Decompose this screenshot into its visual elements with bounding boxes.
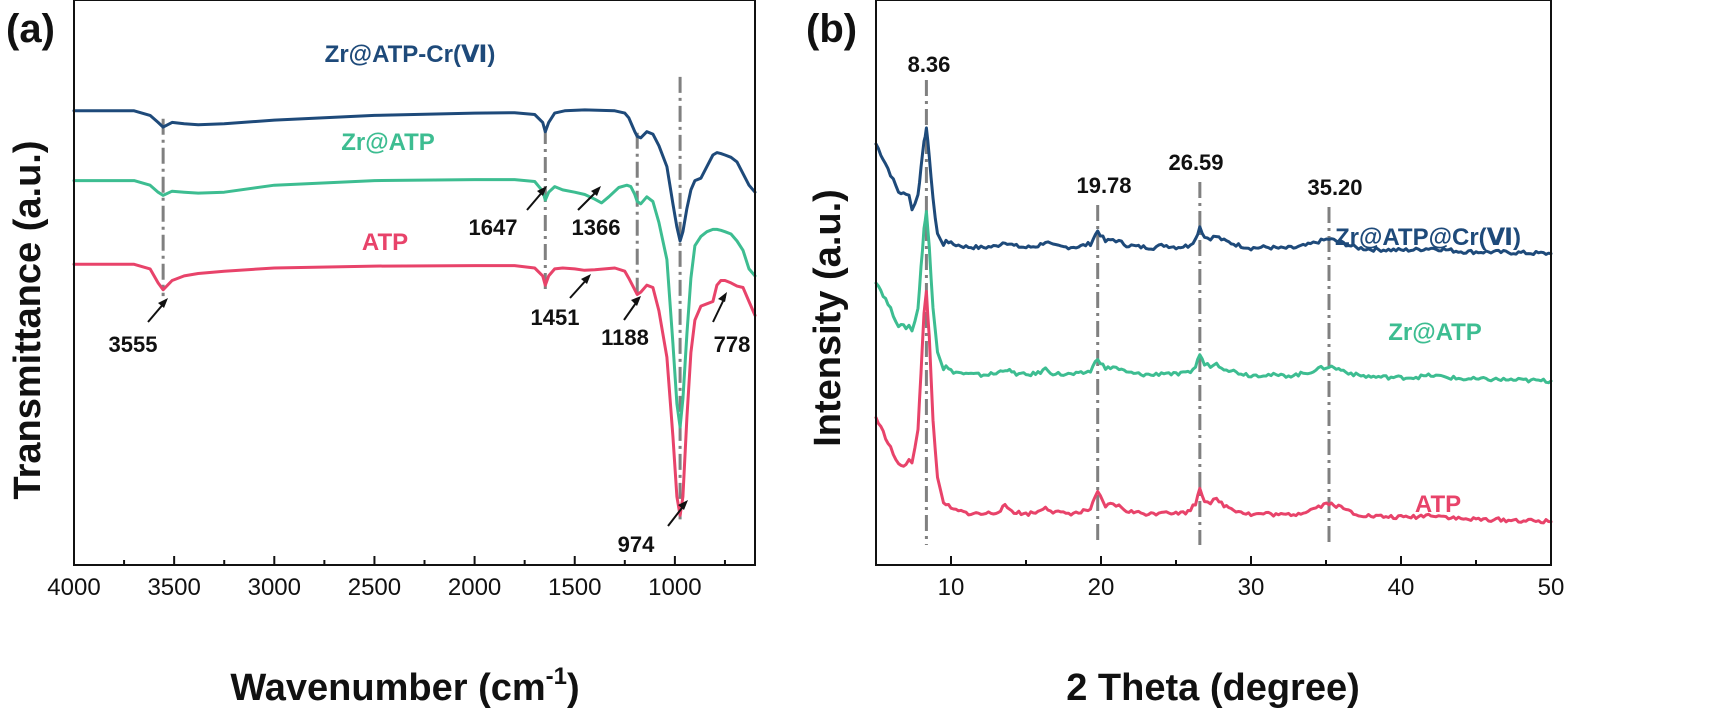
series-line-a-0	[72, 108, 757, 243]
x-axis-title-a: Wavenumber (cm-1)	[230, 663, 579, 709]
series-line-b-0	[874, 126, 1553, 256]
peak-label-35-20: 35.20	[1307, 175, 1362, 200]
x-tick-label-a-1000: 1000	[648, 574, 701, 601]
arrowhead-974	[678, 500, 688, 510]
arrowhead-778	[718, 292, 727, 302]
annotation-1451: 1451	[531, 274, 591, 330]
x-tick-label-a-3000: 3000	[248, 574, 301, 601]
series-line-b-2	[874, 289, 1553, 525]
y-axis-title-a: Transmittance (a.u.)	[7, 141, 49, 500]
peak-label-8-36: 8.36	[908, 52, 951, 77]
label-1451: 1451	[531, 305, 580, 330]
x-tick-label-a-4000: 4000	[47, 574, 100, 601]
annotation-1366: 1366	[572, 186, 621, 240]
plot-frame-b	[875, 0, 1552, 566]
annotation-3555: 3555	[109, 298, 168, 357]
x-axis-title-a-close: )	[567, 667, 580, 709]
y-axis-title-b: Intensity (a.u.)	[807, 189, 849, 447]
annotation-1188: 1188	[601, 296, 649, 350]
label-1647: 1647	[469, 215, 518, 240]
series-label-zr-atp-b: Zr@ATP	[1388, 319, 1482, 346]
guide-lines-b	[924, 80, 1331, 545]
x-tick-label-a-1500: 1500	[548, 574, 601, 601]
series-label-zr-atp-cr-b: Zr@ATP@Cr(Ⅵ)	[1335, 224, 1521, 251]
panel-b: (b) Intensity (a.u.) 2 Theta (degree) 10…	[806, 0, 1564, 709]
x-tick-label-b-10: 10	[938, 574, 965, 601]
label-1366: 1366	[572, 215, 621, 240]
peak-label-26-59: 26.59	[1168, 150, 1223, 175]
x-tick-label-b-20: 20	[1088, 574, 1115, 601]
series-label-atp-a: ATP	[362, 229, 408, 256]
x-tick-label-b-30: 30	[1238, 574, 1265, 601]
arrow-778	[712, 296, 726, 323]
guide-lines-a	[161, 76, 682, 520]
x-axis-ticks-b: 10 20 30 40 50	[938, 556, 1565, 601]
series-line-a-1	[72, 178, 757, 429]
series-label-zr-atp-cr: Zr@ATP-Cr(Ⅵ)	[325, 41, 496, 68]
annotation-1647: 1647	[469, 186, 547, 240]
x-tick-label-b-50: 50	[1538, 574, 1565, 601]
annotation-974: 974	[618, 500, 688, 557]
arrowhead-1451	[581, 274, 591, 284]
arrowhead-1647	[537, 186, 547, 196]
series-curves-a	[72, 108, 757, 517]
panel-a: (a) Transmittance (a.u.) Wavenumber (cm-…	[6, 0, 757, 709]
series-label-zr-atp-a: Zr@ATP	[341, 129, 435, 156]
label-778: 778	[714, 332, 751, 357]
x-axis-ticks-a: 4000 3500 3000 2500 2000 1500 1000	[47, 556, 726, 601]
arrowhead-1188	[631, 296, 641, 306]
x-tick-label-b-40: 40	[1388, 574, 1415, 601]
x-tick-label-a-2000: 2000	[448, 574, 501, 601]
arrowhead-3555	[158, 298, 168, 308]
x-tick-label-a-3500: 3500	[147, 574, 200, 601]
label-1188: 1188	[601, 325, 649, 350]
x-axis-title-a-sup: -1	[546, 663, 567, 690]
x-axis-title-b: 2 Theta (degree)	[1066, 667, 1360, 709]
series-line-b-1	[874, 210, 1553, 385]
series-curves-b	[874, 126, 1553, 525]
series-line-a-2	[72, 262, 757, 517]
series-label-atp-b: ATP	[1415, 491, 1461, 518]
label-974: 974	[618, 532, 655, 557]
peak-label-19-78: 19.78	[1076, 173, 1131, 198]
plot-frame-a	[73, 0, 756, 566]
label-3555: 3555	[109, 332, 158, 357]
panel-label-a: (a)	[6, 7, 55, 51]
annotation-778: 778	[712, 292, 751, 357]
arrowhead-1366	[591, 186, 601, 196]
x-axis-title-a-main: Wavenumber (cm	[230, 667, 545, 709]
panel-label-b: (b)	[806, 7, 857, 51]
x-tick-label-a-2500: 2500	[348, 574, 401, 601]
